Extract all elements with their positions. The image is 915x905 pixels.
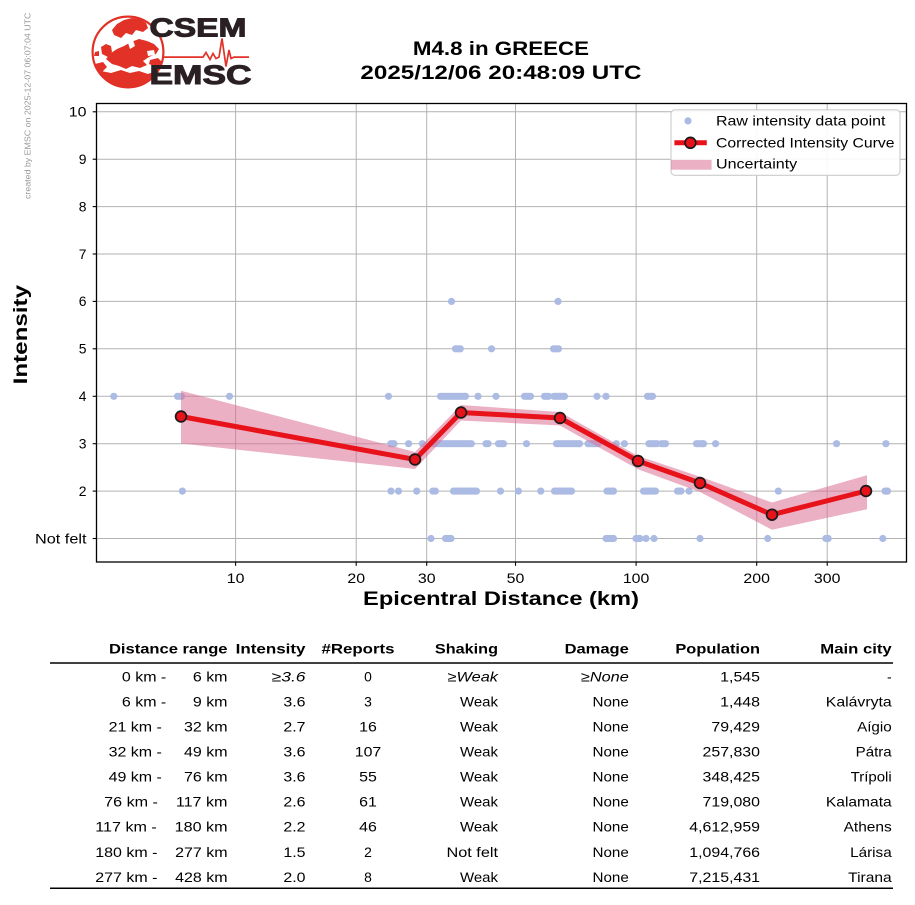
svg-text:180 km - 277 km: 180 km - 277 km	[95, 844, 227, 860]
svg-text:7,215,431: 7,215,431	[689, 869, 760, 885]
svg-text:100: 100	[623, 570, 650, 586]
svg-text:≥Weak: ≥Weak	[448, 668, 500, 684]
svg-text:Pátra: Pátra	[856, 744, 892, 760]
svg-text:None: None	[593, 794, 630, 810]
svg-text:Athens: Athens	[844, 819, 892, 835]
svg-text:4: 4	[79, 388, 87, 404]
svg-text:1,448: 1,448	[720, 693, 760, 709]
svg-text:50: 50	[507, 570, 525, 586]
svg-text:Population: Population	[675, 640, 760, 656]
svg-text:Epicentral Distance (km): Epicentral Distance (km)	[363, 588, 639, 610]
svg-text:32 km - 49 km: 32 km - 49 km	[109, 744, 228, 760]
svg-text:Lárisa: Lárisa	[850, 844, 892, 860]
svg-text:None: None	[593, 744, 630, 760]
svg-text:Weak: Weak	[460, 719, 498, 735]
svg-text:107: 107	[355, 744, 382, 760]
svg-text:2.0: 2.0	[283, 869, 305, 885]
svg-text:8: 8	[79, 198, 87, 214]
svg-text:None: None	[593, 769, 630, 785]
svg-text:Not felt: Not felt	[35, 530, 87, 546]
svg-text:348,425: 348,425	[703, 769, 761, 785]
svg-text:10: 10	[69, 104, 87, 120]
svg-text:Weak: Weak	[460, 744, 498, 760]
svg-text:Tirana: Tirana	[848, 869, 892, 885]
svg-text:Weak: Weak	[460, 869, 498, 885]
svg-text:9: 9	[79, 151, 87, 167]
svg-text:2.7: 2.7	[283, 719, 305, 735]
svg-text:2: 2	[79, 483, 87, 499]
svg-text:None: None	[593, 819, 630, 835]
svg-text:created by EMSC on 2025-12-07: created by EMSC on 2025-12-07 06:07:04 U…	[24, 12, 33, 199]
svg-text:≥3.6: ≥3.6	[272, 668, 306, 684]
svg-text:-: -	[887, 668, 892, 684]
svg-text:0 km - 6 km: 0 km - 6 km	[122, 668, 228, 684]
svg-text:Uncertainty: Uncertainty	[716, 156, 797, 172]
svg-text:76 km - 117 km: 76 km - 117 km	[104, 794, 227, 810]
svg-text:Weak: Weak	[460, 794, 498, 810]
svg-text:200: 200	[743, 570, 770, 586]
svg-text:719,080: 719,080	[703, 794, 761, 810]
svg-text:0: 0	[364, 668, 372, 684]
svg-text:6: 6	[79, 293, 87, 309]
svg-text:Weak: Weak	[460, 819, 498, 835]
svg-text:10: 10	[227, 570, 245, 586]
svg-text:Weak: Weak	[460, 769, 498, 785]
svg-text:117 km - 180 km: 117 km - 180 km	[95, 819, 227, 835]
svg-text:30: 30	[418, 570, 436, 586]
svg-text:257,830: 257,830	[703, 744, 761, 760]
svg-text:CSEM: CSEM	[150, 13, 247, 43]
svg-text:55: 55	[359, 769, 377, 785]
svg-text:2025/12/06 20:48:09 UTC: 2025/12/06 20:48:09 UTC	[360, 62, 641, 84]
svg-text:Shaking: Shaking	[435, 640, 498, 656]
svg-text:4,612,959: 4,612,959	[689, 819, 760, 835]
svg-text:3: 3	[79, 436, 87, 452]
svg-text:Weak: Weak	[460, 693, 498, 709]
svg-text:3.6: 3.6	[283, 769, 305, 785]
svg-text:8: 8	[364, 869, 372, 885]
svg-text:M4.8 in GREECE: M4.8 in GREECE	[413, 38, 589, 60]
svg-text:None: None	[593, 693, 630, 709]
svg-text:Not felt: Not felt	[447, 844, 499, 860]
svg-text:≥None: ≥None	[581, 668, 629, 684]
svg-text:EMSC: EMSC	[150, 60, 252, 90]
svg-text:None: None	[593, 719, 630, 735]
svg-text:16: 16	[359, 719, 377, 735]
svg-text:None: None	[593, 869, 630, 885]
svg-text:2.2: 2.2	[283, 819, 305, 835]
svg-text:2.6: 2.6	[283, 794, 305, 810]
svg-text:61: 61	[359, 794, 377, 810]
svg-text:#Reports: #Reports	[322, 640, 395, 656]
svg-text:Kalamata: Kalamata	[826, 794, 892, 810]
svg-text:20: 20	[347, 570, 365, 586]
svg-text:49 km - 76 km: 49 km - 76 km	[109, 769, 228, 785]
svg-text:3: 3	[364, 693, 372, 709]
svg-text:277 km - 428 km: 277 km - 428 km	[95, 869, 227, 885]
svg-text:Raw intensity data point: Raw intensity data point	[716, 112, 886, 128]
svg-text:Trípoli: Trípoli	[851, 769, 892, 785]
svg-text:3.6: 3.6	[283, 744, 305, 760]
svg-text:1.5: 1.5	[283, 844, 305, 860]
svg-text:None: None	[593, 844, 630, 860]
svg-text:6 km - 9 km: 6 km - 9 km	[122, 693, 228, 709]
svg-text:Intensity: Intensity	[10, 285, 32, 384]
svg-text:Kalávryta: Kalávryta	[826, 693, 892, 709]
svg-text:Distance range: Distance range	[109, 640, 228, 656]
svg-text:1,094,766: 1,094,766	[689, 844, 760, 860]
svg-text:3.6: 3.6	[283, 693, 305, 709]
svg-text:Damage: Damage	[565, 640, 630, 656]
svg-text:300: 300	[814, 570, 841, 586]
svg-text:1,545: 1,545	[720, 668, 760, 684]
svg-text:Corrected Intensity Curve: Corrected Intensity Curve	[716, 135, 895, 151]
svg-text:21 km - 32 km: 21 km - 32 km	[109, 719, 228, 735]
svg-text:Intensity: Intensity	[236, 640, 306, 656]
svg-text:Aígio: Aígio	[857, 719, 892, 735]
svg-text:7: 7	[79, 246, 87, 262]
svg-text:5: 5	[79, 341, 87, 357]
svg-text:2: 2	[364, 844, 372, 860]
svg-text:46: 46	[359, 819, 377, 835]
svg-text:79,429: 79,429	[711, 719, 760, 735]
svg-text:Main city: Main city	[820, 640, 892, 656]
